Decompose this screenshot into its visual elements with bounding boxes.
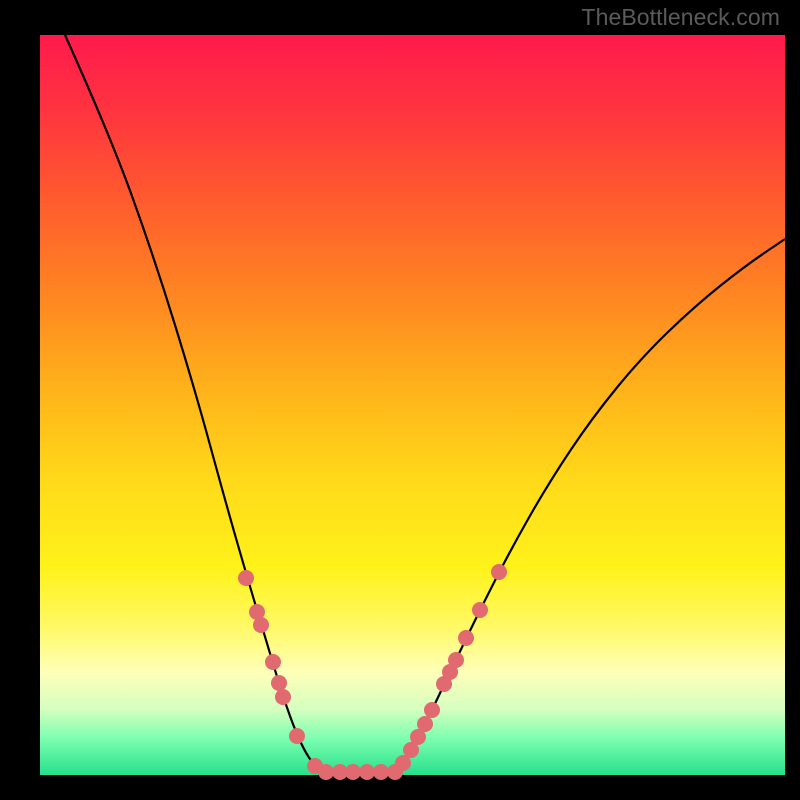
data-marker [373, 764, 389, 780]
data-marker [472, 602, 488, 618]
data-marker [238, 570, 254, 586]
data-marker [271, 675, 287, 691]
data-marker [289, 728, 305, 744]
data-marker [345, 764, 361, 780]
chart-svg [0, 0, 800, 800]
data-marker [491, 564, 507, 580]
plot-background [40, 35, 785, 775]
data-marker [424, 702, 440, 718]
data-marker [458, 630, 474, 646]
data-marker [417, 716, 433, 732]
chart-container: TheBottleneck.com [0, 0, 800, 800]
data-marker [275, 689, 291, 705]
data-marker [359, 764, 375, 780]
watermark-text: TheBottleneck.com [581, 4, 780, 31]
data-marker [448, 652, 464, 668]
data-marker [265, 654, 281, 670]
data-marker [318, 764, 334, 780]
data-marker [253, 617, 269, 633]
